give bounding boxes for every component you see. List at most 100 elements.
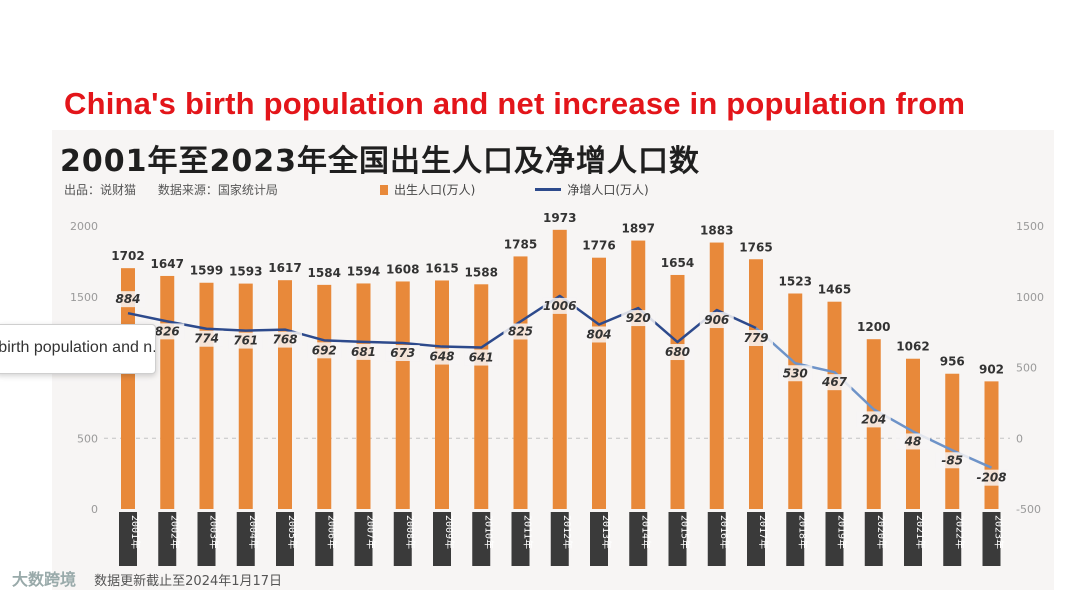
bar [945, 373, 960, 509]
line-value-label: 530 [783, 366, 808, 380]
bar-value-label: 1654 [661, 256, 694, 270]
bar-value-label: 1584 [308, 266, 341, 280]
bar-value-label: 1647 [151, 257, 184, 271]
year-label: 2023年 [993, 515, 1006, 549]
bar [513, 256, 528, 509]
year-label-box [629, 512, 648, 566]
chart-title: 2001年至2023年全国出生人口及净增人口数 [60, 144, 700, 179]
year-label: 2002年 [168, 515, 181, 549]
line-value-label: 673 [390, 346, 415, 360]
line-value-bg [974, 469, 1009, 486]
line-value-label: 681 [351, 345, 376, 359]
year-label: 2012年 [561, 515, 574, 549]
bar [435, 280, 449, 509]
bar [317, 284, 332, 509]
year-label: 2009年 [443, 515, 456, 549]
line-value-bg [385, 345, 420, 362]
year-label-box [943, 512, 962, 566]
line-value-bg [346, 343, 381, 360]
legend-bar-swatch [380, 184, 388, 195]
line-value-bg [660, 344, 695, 361]
year-label-box [472, 512, 491, 566]
line-value-bg [268, 331, 302, 348]
year-label: 2020年 [875, 515, 888, 549]
line-value-label: -208 [976, 471, 1006, 485]
line-value-label: 884 [115, 292, 140, 306]
line-value-label: 692 [312, 343, 337, 357]
year-label: 2010年 [482, 515, 495, 549]
line-value-label: 761 [233, 334, 258, 348]
bar [238, 283, 253, 509]
bar [552, 229, 567, 509]
bar-value-label: 1883 [700, 224, 733, 238]
year-label: 2006年 [325, 515, 338, 549]
tooltip-popup[interactable]: China's birth population and n... [0, 324, 156, 374]
line-value-bg [464, 349, 499, 366]
bar [749, 259, 763, 509]
year-label: 2005年 [286, 515, 299, 549]
line-value-label: 826 [155, 324, 180, 338]
line-value-label: 906 [704, 313, 729, 327]
line-value-label: 768 [272, 333, 297, 347]
year-label-box [354, 512, 373, 566]
year-label: 2007年 [365, 515, 378, 549]
legend-line-label: 净增人口(万人) [567, 183, 649, 197]
year-label: 2018年 [796, 515, 809, 549]
tooltip-text: China's birth population and n... [0, 339, 156, 356]
year-label-box [236, 512, 255, 566]
year-label: 2013年 [600, 515, 613, 549]
year-label: 2022年 [953, 515, 966, 549]
bar-value-label: 1588 [465, 265, 498, 279]
bar [160, 275, 175, 509]
left-axis-tick: 500 [77, 432, 98, 445]
line-value-bg [621, 310, 656, 327]
year-label-box [747, 512, 765, 566]
line-value-bg [307, 342, 342, 359]
legend-line-swatch [535, 188, 562, 191]
line-value-bg [542, 297, 577, 314]
line-value-bg [582, 326, 616, 343]
line-value-label: 825 [508, 325, 533, 339]
bar-value-label: 1973 [543, 211, 576, 225]
year-label: 2019年 [836, 515, 849, 549]
bar-value-label: 1200 [857, 320, 890, 334]
publisher-text: 出品：说财猫 [64, 183, 137, 197]
line-value-label: 48 [904, 434, 922, 448]
line-value-label: 648 [429, 350, 454, 364]
year-label: 2011年 [522, 515, 535, 549]
line-value-label: 641 [469, 351, 494, 365]
year-label-box [550, 512, 569, 566]
bar-value-label: 1465 [818, 283, 851, 297]
bar-value-label: 1617 [268, 261, 301, 275]
year-label-box [119, 512, 137, 566]
bar-value-label: 1523 [779, 274, 812, 288]
bar-value-label: 1776 [582, 239, 615, 253]
line-value-label: 920 [626, 311, 651, 325]
chart-meta: 出品：说财猫 数据来源：国家统计局 [64, 181, 296, 198]
chart-legend: 出生人口(万人) 净增人口(万人) [380, 181, 649, 198]
year-label: 2001年 [129, 515, 142, 549]
year-label-box [864, 512, 883, 566]
bar [278, 280, 292, 509]
line-value-label: 804 [586, 327, 611, 341]
year-label-box [511, 512, 530, 566]
year-label-box [315, 512, 334, 566]
line-value-label: 204 [861, 412, 886, 426]
year-label-box [276, 512, 294, 566]
footer: 大数跨境 数据更新截止至2024年1月17日 [12, 566, 282, 590]
bar-value-label: 1765 [739, 240, 772, 254]
bar [395, 281, 410, 509]
left-axis-tick: 1500 [70, 291, 98, 304]
bar-value-label: 902 [979, 362, 1004, 376]
line-value-bg [111, 291, 145, 308]
year-label: 2015年 [679, 515, 692, 549]
year-label: 2003年 [208, 515, 221, 549]
bar-value-label: 1608 [386, 262, 419, 276]
line-value-bg [189, 330, 224, 347]
bar [788, 293, 803, 509]
bar-value-label: 1593 [229, 265, 262, 279]
bar [984, 381, 999, 509]
bar-value-label: 956 [940, 355, 965, 369]
left-axis-tick: 2000 [70, 220, 98, 233]
